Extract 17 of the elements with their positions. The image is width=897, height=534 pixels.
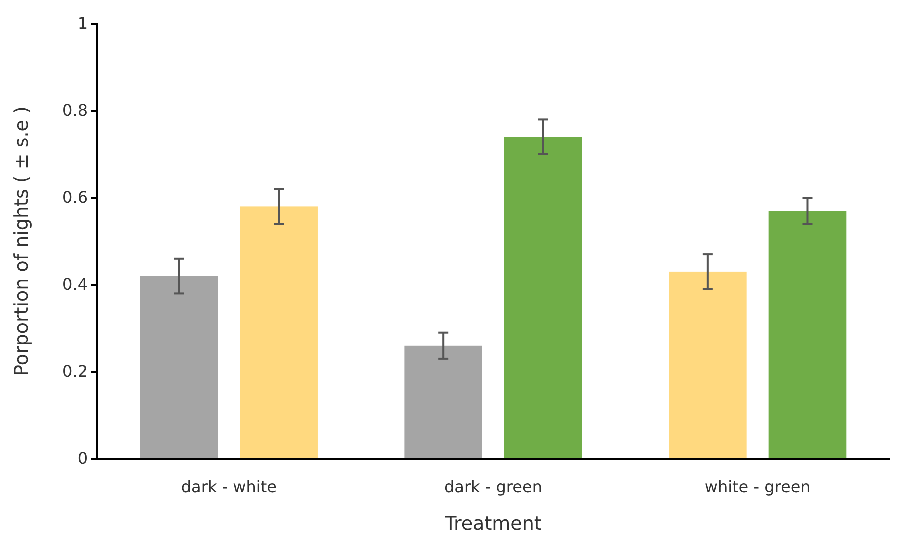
bar	[504, 137, 582, 459]
bar	[669, 272, 747, 459]
x-tick-label: white - green	[704, 477, 811, 496]
y-tick-label: 0	[78, 449, 88, 468]
y-tick-label: 0.4	[62, 275, 88, 294]
y-tick-label: 0.6	[62, 188, 88, 208]
bar	[240, 206, 318, 459]
y-tick-label: 0.8	[62, 101, 88, 120]
bar	[768, 211, 847, 459]
y-tick-label: 1	[78, 14, 88, 34]
y-tick-label: 0.2	[62, 362, 88, 382]
y-axis-title: Porportion of nights ( ± s.e )	[11, 106, 33, 376]
bar	[404, 346, 482, 459]
x-tick-label: dark - green	[444, 477, 542, 496]
x-axis-title: Treatment	[444, 513, 542, 534]
x-tick-label: dark - white	[181, 477, 277, 496]
bar	[140, 276, 218, 459]
